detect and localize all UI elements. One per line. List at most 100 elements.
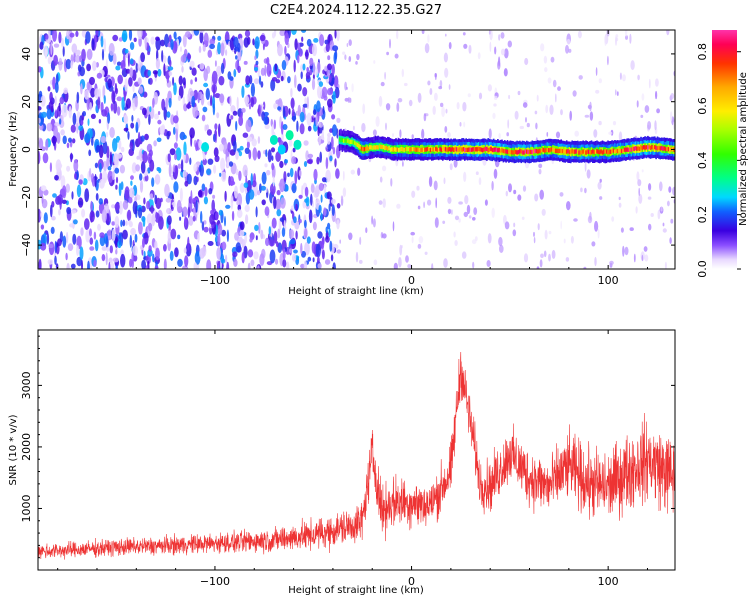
carrier-trace-segment bbox=[457, 147, 459, 152]
noise-blob bbox=[74, 54, 81, 63]
noise-blob bbox=[656, 108, 660, 114]
noise-blob bbox=[351, 83, 354, 93]
noise-blob bbox=[297, 104, 301, 117]
noise-blob bbox=[177, 163, 182, 169]
snr-panel: −100 0 100 1000 2000 3000 Height of straight … bbox=[8, 329, 676, 596]
noise-blob bbox=[533, 231, 535, 237]
noise-blob bbox=[225, 49, 228, 56]
noise-blob bbox=[396, 203, 401, 209]
noise-blob bbox=[129, 258, 133, 268]
carrier-trace-segment bbox=[466, 147, 469, 152]
carrier-trace-segment bbox=[377, 145, 379, 150]
noise-blob bbox=[279, 160, 284, 169]
noise-blob bbox=[301, 185, 304, 199]
noise-hotspot bbox=[277, 144, 286, 155]
carrier-trace-segment bbox=[648, 144, 651, 149]
noise-blob bbox=[300, 263, 305, 269]
noise-blob bbox=[644, 105, 650, 113]
noise-blob bbox=[331, 124, 338, 137]
noise-blob bbox=[257, 190, 261, 196]
noise-blob bbox=[42, 152, 49, 164]
noise-blob bbox=[536, 94, 539, 102]
noise-blob bbox=[53, 43, 60, 48]
noise-blob bbox=[647, 196, 652, 200]
noise-blob bbox=[201, 183, 206, 192]
noise-blob bbox=[500, 48, 506, 56]
noise-blob bbox=[235, 168, 239, 176]
noise-blob bbox=[371, 215, 373, 225]
noise-blob bbox=[314, 185, 320, 198]
noise-blob bbox=[213, 164, 217, 174]
noise-blob bbox=[48, 101, 54, 111]
noise-blob bbox=[279, 178, 285, 193]
noise-blob bbox=[320, 194, 323, 203]
noise-blob bbox=[264, 206, 270, 217]
noise-blob bbox=[535, 122, 538, 130]
spectrogram-ytick-label: −40 bbox=[20, 233, 33, 256]
noise-blob bbox=[38, 117, 41, 124]
noise-blob bbox=[123, 114, 129, 125]
noise-blob bbox=[519, 125, 524, 130]
carrier-trace-segment bbox=[492, 147, 495, 153]
noise-blob bbox=[120, 219, 123, 227]
noise-blob bbox=[203, 220, 207, 225]
noise-blob bbox=[124, 48, 129, 54]
noise-blob bbox=[417, 243, 422, 249]
spectrogram-xtick-label: −100 bbox=[200, 274, 230, 287]
noise-blob bbox=[46, 232, 50, 245]
noise-blob bbox=[297, 42, 301, 51]
noise-blob bbox=[301, 30, 307, 33]
noise-blob bbox=[54, 255, 57, 265]
noise-blob bbox=[169, 250, 174, 261]
noise-blob bbox=[300, 71, 303, 80]
noise-blob bbox=[618, 202, 622, 208]
noise-blob bbox=[219, 93, 225, 104]
noise-blob bbox=[268, 226, 271, 236]
noise-blob bbox=[163, 258, 167, 269]
noise-blob bbox=[332, 91, 336, 104]
noise-blob bbox=[160, 39, 165, 47]
noise-blob bbox=[173, 181, 179, 193]
noise-blob bbox=[557, 86, 561, 91]
noise-blob bbox=[273, 230, 278, 244]
noise-blob bbox=[321, 130, 324, 141]
carrier-trace-segment bbox=[424, 147, 426, 152]
noise-blob bbox=[212, 103, 216, 116]
carrier-trace-segment bbox=[634, 146, 637, 151]
noise-blob bbox=[97, 223, 101, 231]
noise-blob bbox=[128, 77, 133, 87]
noise-blob bbox=[191, 95, 196, 108]
noise-blob bbox=[620, 227, 624, 233]
carrier-trace-segment bbox=[352, 140, 355, 145]
noise-blob bbox=[156, 137, 162, 143]
noise-blob bbox=[229, 95, 232, 107]
noise-blob bbox=[214, 123, 218, 131]
noise-blob bbox=[148, 149, 153, 157]
noise-blob bbox=[217, 233, 221, 247]
carrier-trace-segment bbox=[667, 147, 670, 152]
noise-blob bbox=[234, 185, 238, 199]
carrier-trace-segment bbox=[645, 145, 648, 150]
noise-blob bbox=[512, 229, 517, 237]
noise-blob bbox=[120, 60, 126, 70]
noise-blob bbox=[276, 209, 282, 217]
carrier-trace-segment bbox=[392, 147, 395, 152]
noise-blob bbox=[488, 30, 491, 35]
noise-blob bbox=[192, 215, 196, 222]
carrier-trace-segment bbox=[389, 147, 392, 152]
noise-blob bbox=[142, 237, 145, 248]
carrier-trace-segment bbox=[406, 146, 408, 152]
noise-blob bbox=[73, 219, 78, 225]
noise-blob bbox=[298, 194, 303, 199]
noise-blob bbox=[641, 169, 644, 173]
carrier-trace-segment bbox=[409, 148, 411, 153]
noise-blob bbox=[317, 231, 323, 239]
noise-blob bbox=[104, 76, 109, 83]
noise-blob bbox=[173, 82, 177, 96]
carrier-trace-segment bbox=[494, 147, 496, 152]
noise-blob bbox=[55, 109, 58, 118]
noise-blob bbox=[101, 170, 108, 184]
noise-blob bbox=[50, 226, 55, 234]
noise-blob bbox=[647, 121, 652, 130]
spectrogram-ytick-label: 20 bbox=[20, 95, 33, 109]
